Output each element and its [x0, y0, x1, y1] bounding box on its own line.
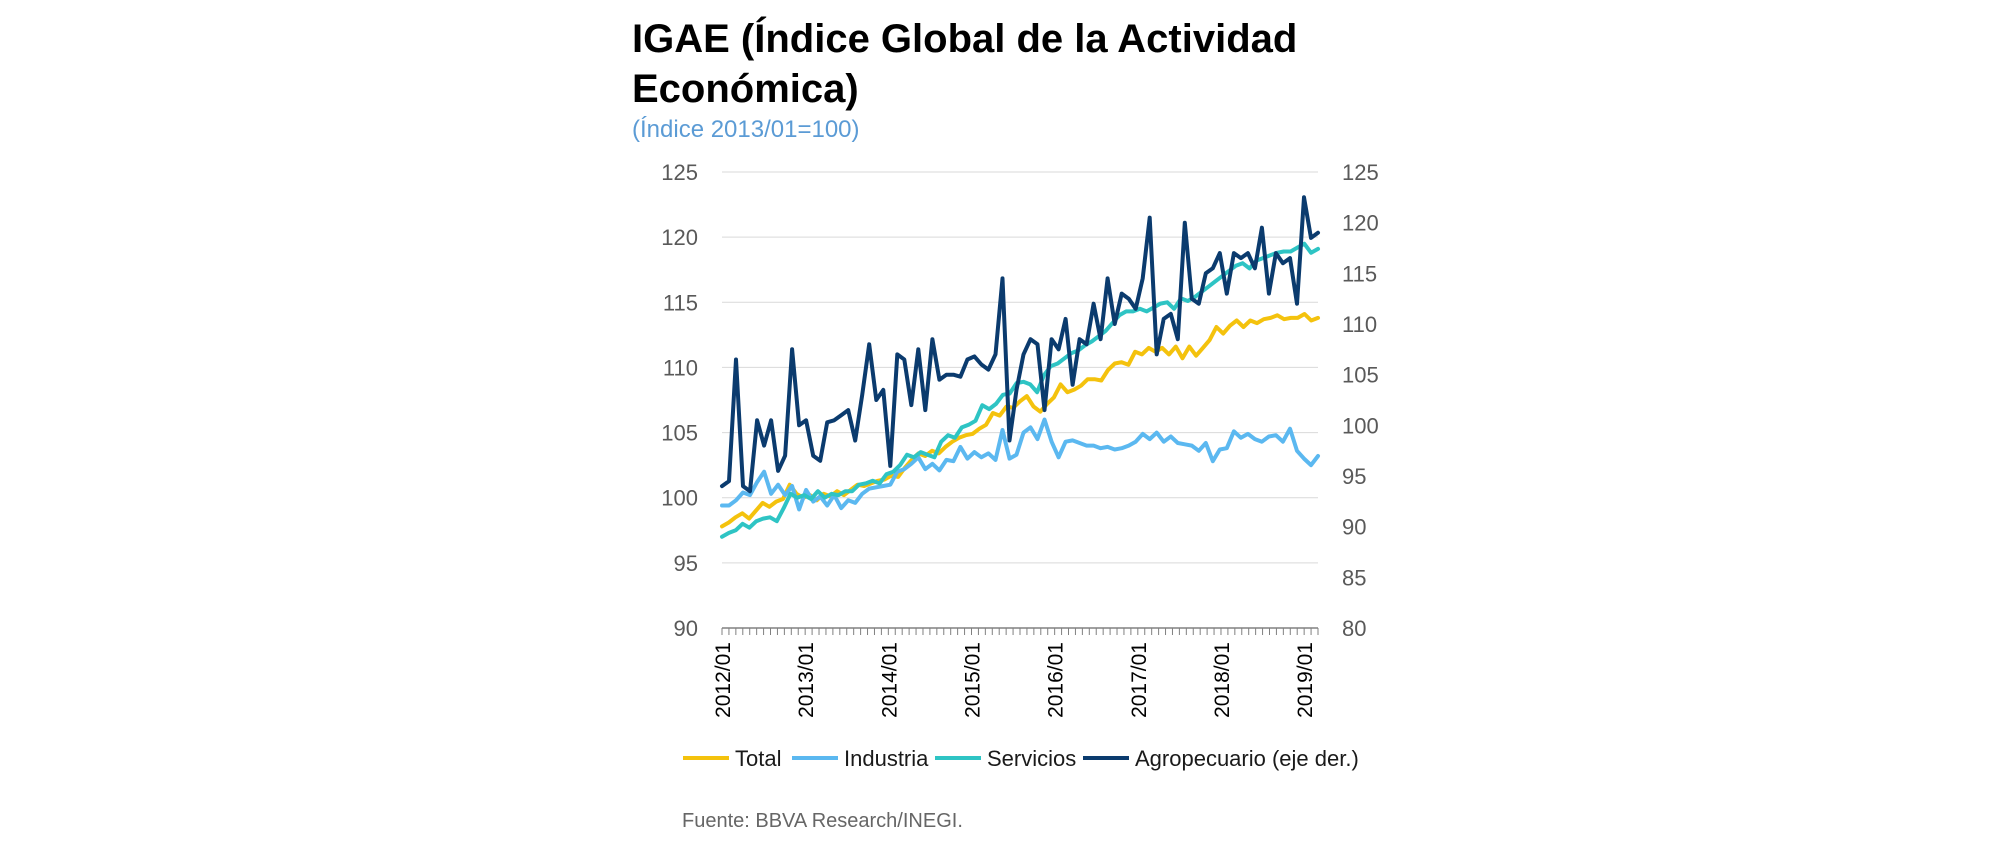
chart-subtitle: (Índice 2013/01=100) — [632, 116, 860, 143]
y-left-tick-label: 110 — [663, 355, 698, 380]
series-line-industria — [720, 417, 1320, 512]
y-left-tick-label: 120 — [661, 225, 698, 250]
series-line-agropecuario — [720, 195, 1320, 494]
y-left-tick-label: 105 — [661, 421, 698, 446]
x-tick-label: 2016/01 — [1045, 642, 1068, 718]
source-note: Fuente: BBVA Research/INEGI. — [682, 810, 963, 832]
y-left-tick-label: 100 — [661, 486, 698, 511]
x-tick-label: 2012/01 — [712, 642, 735, 718]
y-right-tick-label: 115 — [1342, 261, 1377, 286]
y-left-tick-label: 125 — [661, 160, 698, 185]
y-right-tick-label: 125 — [1342, 160, 1379, 185]
x-tick-label: 2017/01 — [1128, 642, 1151, 718]
x-tick-label: 2015/01 — [961, 642, 984, 718]
legend-label: Servicios — [987, 746, 1076, 771]
y-left-tick-label: 115 — [663, 290, 698, 315]
legend-label: Industria — [844, 746, 929, 771]
y-right-tick-label: 90 — [1342, 515, 1366, 540]
y-right-tick-label: 95 — [1342, 464, 1366, 489]
y-right-tick-label: 85 — [1342, 565, 1366, 590]
x-tick-label: 2018/01 — [1211, 642, 1234, 718]
y-right-tick-label: 100 — [1342, 413, 1379, 438]
y-right-tick-label: 110 — [1342, 312, 1377, 337]
x-tick-label: 2019/01 — [1294, 642, 1317, 718]
chart-title: IGAE (Índice Global de la Actividad Econ… — [632, 17, 1298, 111]
y-right-tick-label: 120 — [1342, 211, 1379, 236]
x-tick-label: 2013/01 — [795, 642, 818, 718]
x-tick-label: 2014/01 — [878, 642, 901, 718]
y-left-tick-label: 95 — [674, 551, 698, 576]
legend-label: Total — [735, 746, 781, 771]
y-left-tick-label: 90 — [674, 616, 698, 641]
y-right-tick-label: 105 — [1342, 363, 1379, 388]
series-line-total — [720, 312, 1320, 529]
legend-label: Agropecuario (eje der.) — [1135, 746, 1359, 771]
y-right-tick-label: 80 — [1342, 616, 1366, 641]
